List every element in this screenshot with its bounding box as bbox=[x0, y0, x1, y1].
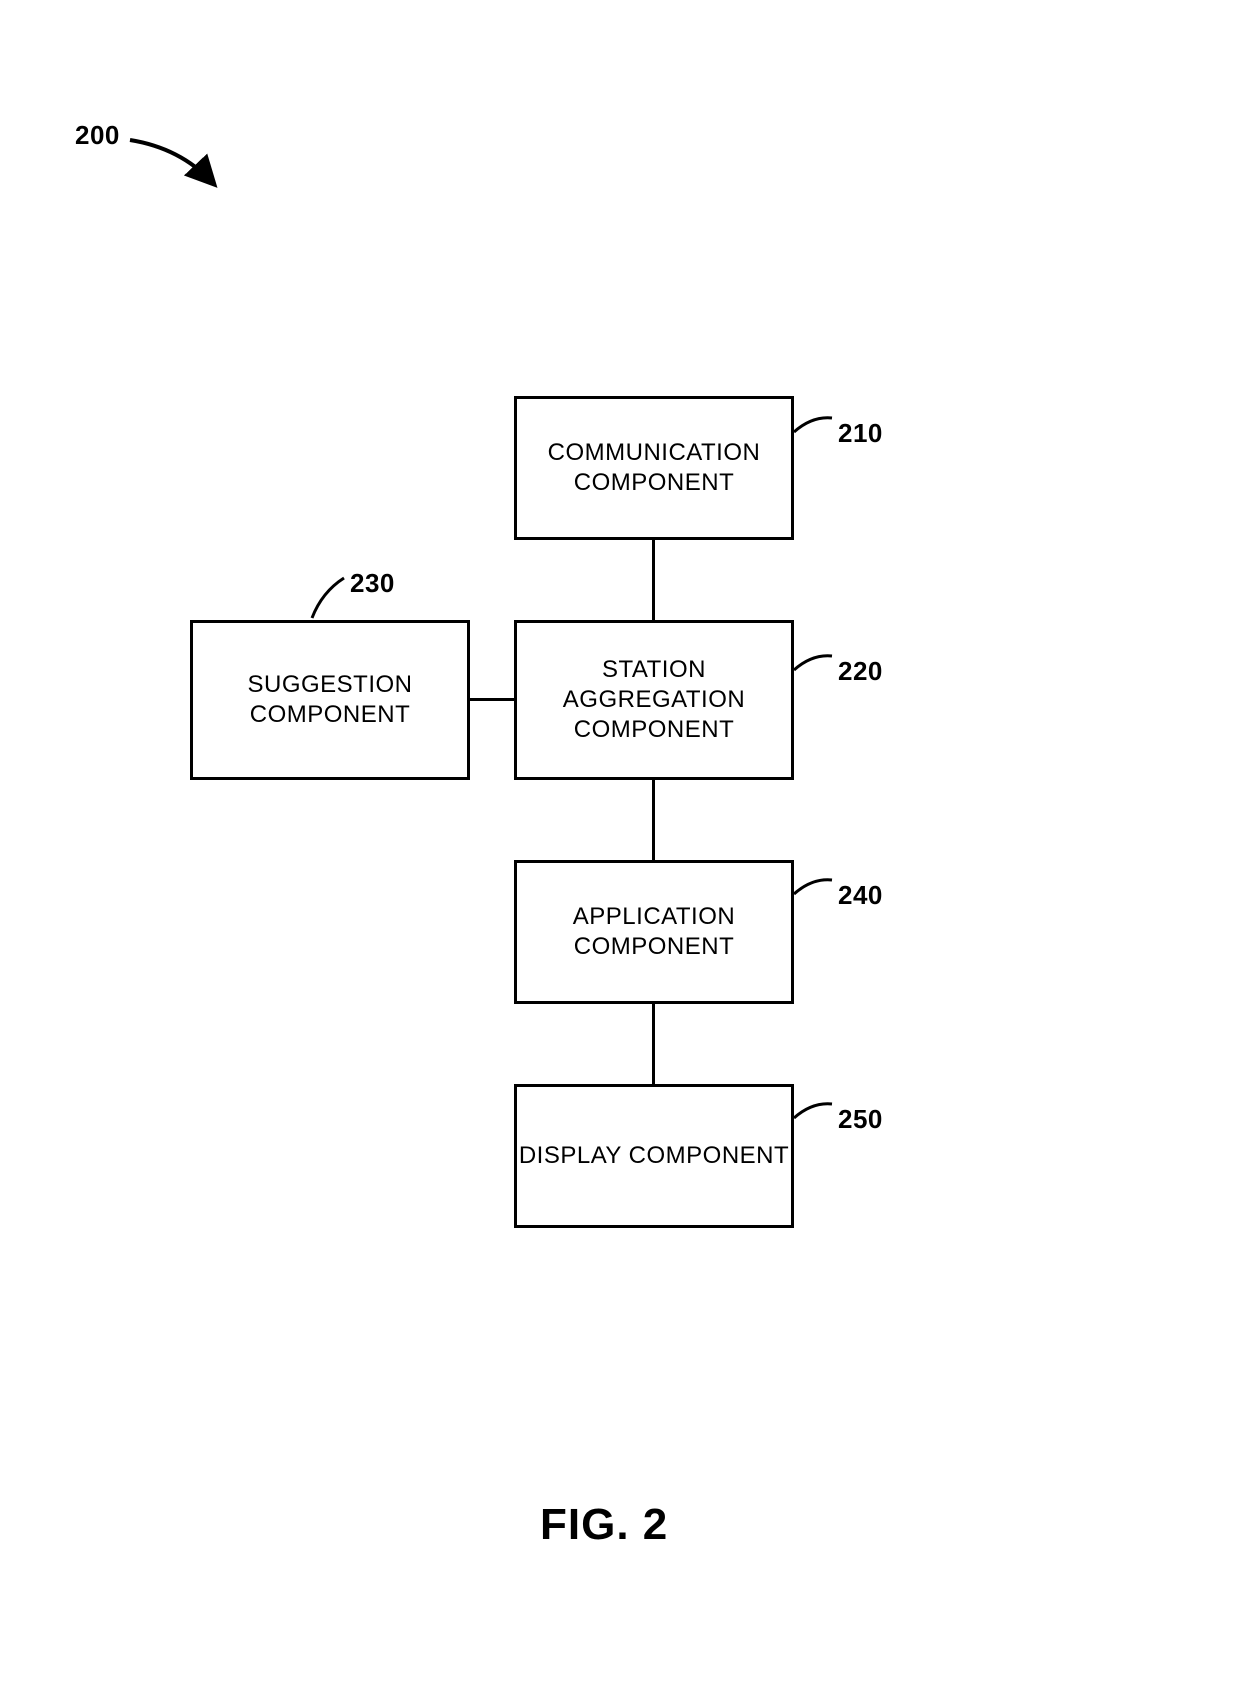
figure-caption: FIG. 2 bbox=[540, 1500, 668, 1550]
leader-250-icon bbox=[0, 0, 1240, 1701]
diagram-stage: 200 COMMUNICATION COMPONENT STATION AGGR… bbox=[0, 0, 1240, 1701]
